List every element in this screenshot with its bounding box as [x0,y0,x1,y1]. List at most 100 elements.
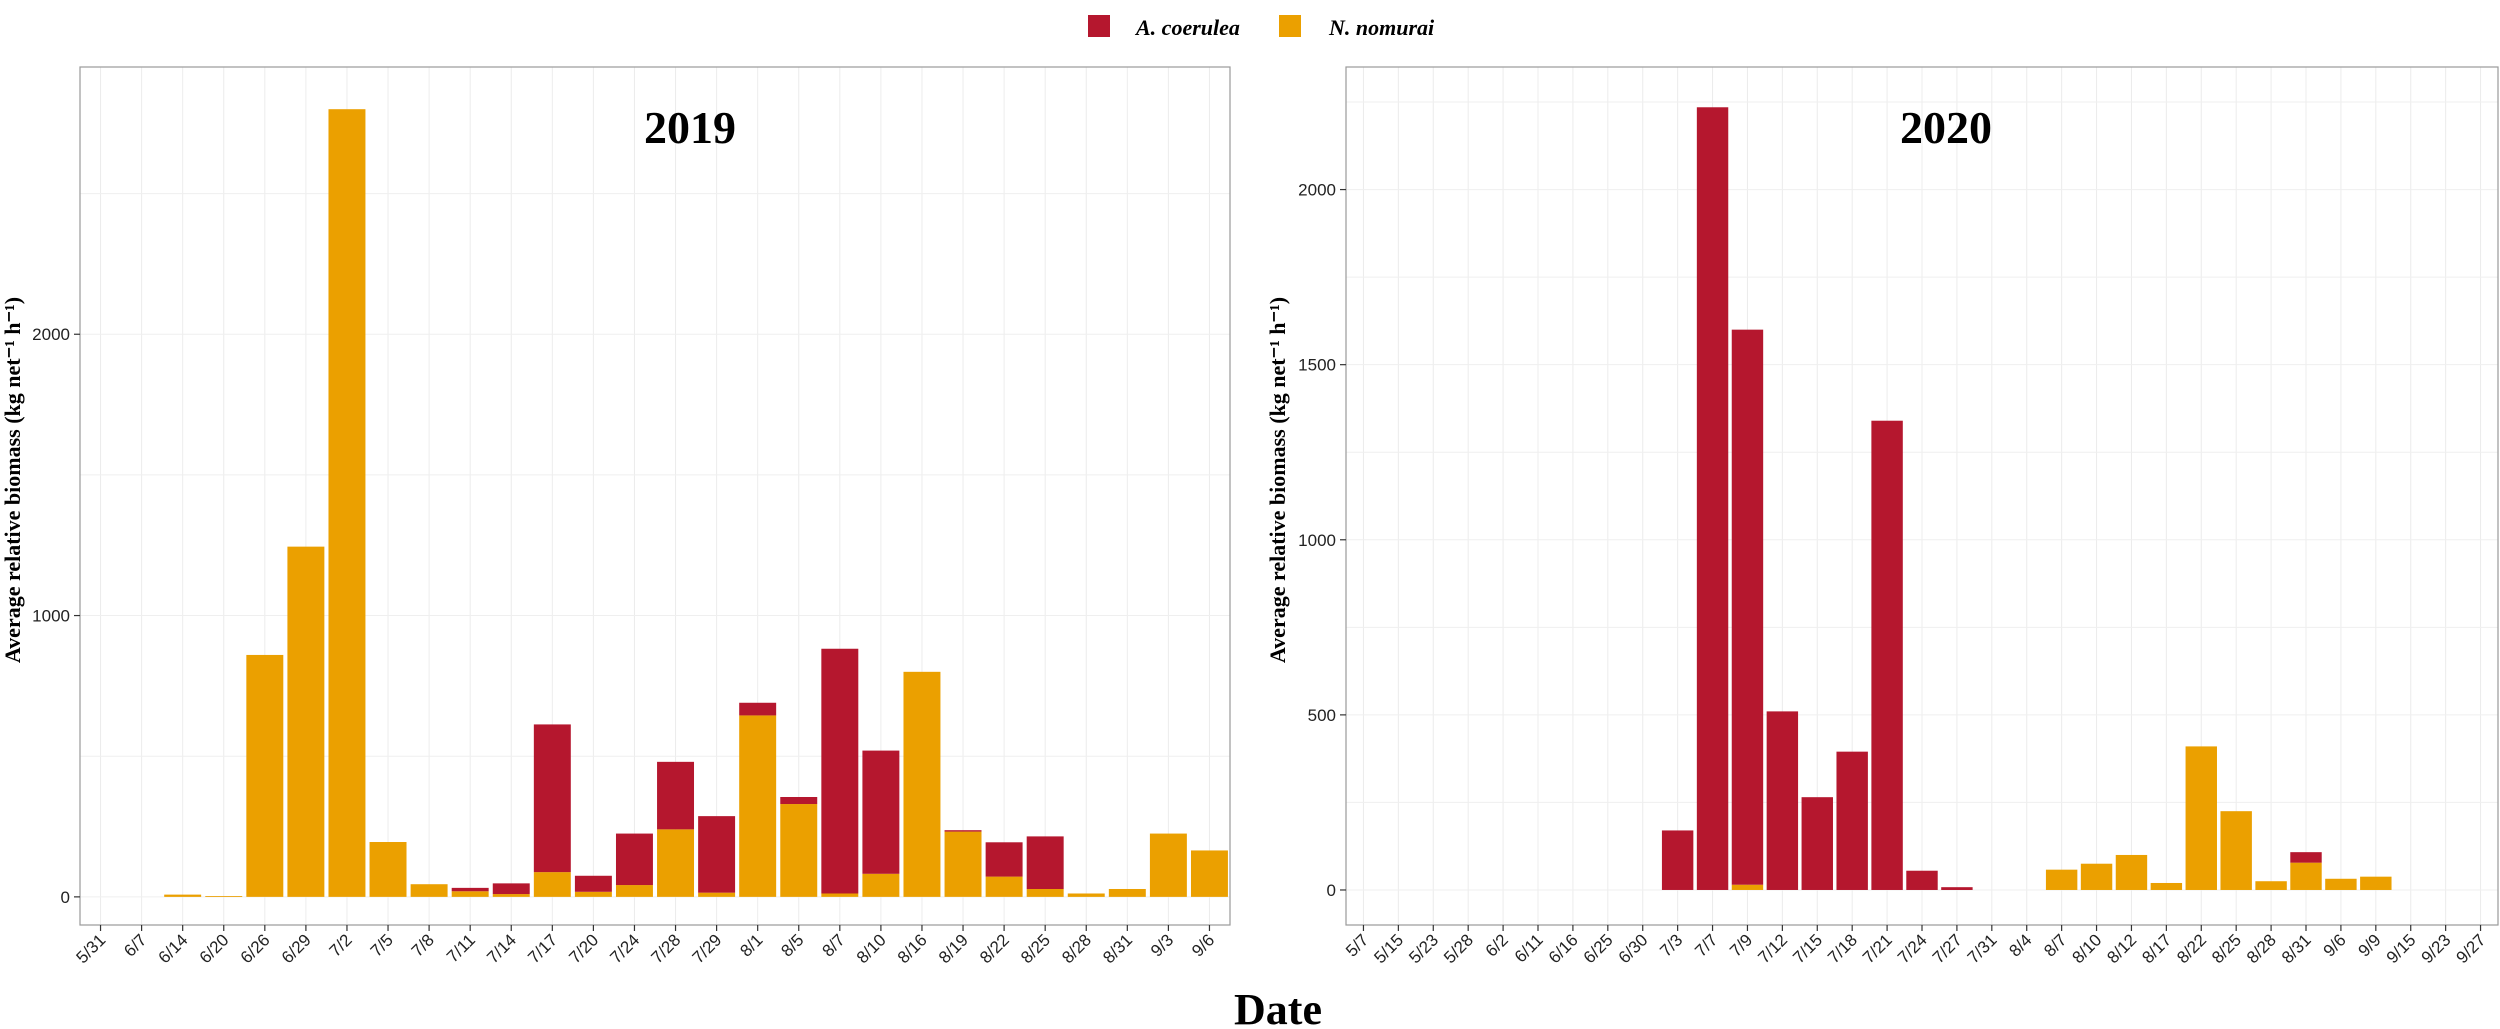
x-tick-label-2019: 8/19 [935,930,972,967]
x-ticks-2020: 5/75/155/235/28 6/26/116/166/256/30 7/3 7/7… [1342,925,2489,967]
legend-label-a-coerulea: A. coerulea [1134,15,1240,40]
bar-n-nomurai-2020-9-6 [2325,878,2357,890]
y-tick-label-2020: 0 [1327,881,1336,900]
panel-title-2020: 2020 [1900,102,1992,153]
bar-a-coerulea-2019-7-28 [657,761,695,830]
legend-swatch-n-nomurai [1279,15,1301,37]
bar-n-nomurai-2020-7-9 [1731,884,1764,890]
x-tick-label-2020: 8/22 [2173,930,2210,967]
x-ticks-2019: 5/31 6/7 6/14 6/20 6/26 6/29 7/2 7/5 7/8 7/11 7/14… [73,925,1218,967]
x-tick-label-2019: 7/11 [443,930,479,966]
y-tick-label-2020: 1500 [1298,356,1336,375]
x-tick-label-2019: 6/7 [120,930,150,960]
y-axis-title-2020: Average relative biomass (kg net⁻¹ h⁻¹) [1265,297,1290,663]
x-tick-label-2020: 8/17 [2138,930,2175,967]
bar-n-nomurai-2020-8-22 [2185,746,2217,890]
x-tick-label-2019: 9/3 [1147,930,1177,960]
x-tick-label-2020: 7/3 [1656,930,1686,960]
bar-n-nomurai-2019-8-22 [985,876,1023,897]
x-tick-label-2019: 8/28 [1058,930,1095,967]
bar-n-nomurai-2019-7-8 [410,884,448,897]
x-tick-label-2019: 8/10 [853,930,890,967]
x-tick-label-2020: 7/21 [1859,930,1896,967]
bar-n-nomurai-2019-8-31 [1108,888,1146,897]
legend-swatch-a-coerulea [1088,15,1110,37]
bar-a-coerulea-2019-7-29 [698,816,736,893]
bar-n-nomurai-2020-8-25 [2220,811,2252,890]
bar-n-nomurai-2019-6-26 [246,654,284,897]
y-ticks-2020: 0 500 1000 1500 2000 [1298,181,1346,900]
bar-a-coerulea-2020-7-12 [1766,711,1799,890]
bar-n-nomurai-2019-7-11 [451,891,489,897]
x-tick-label-2020: 9/23 [2418,930,2455,967]
x-tick-label-2019: 8/22 [976,930,1013,967]
x-tick-label-2019: 6/20 [196,930,233,967]
x-tick-label-2019: 7/8 [408,930,438,960]
x-tick-label-2019: 9/6 [1188,930,1218,960]
x-tick-label-2019: 5/31 [73,930,110,967]
x-tick-label-2019: 6/14 [155,930,192,967]
bar-a-coerulea-2019-7-20 [574,875,612,892]
x-tick-label-2019: 7/17 [524,930,561,967]
x-tick-label-2020: 7/18 [1824,930,1861,967]
bar-a-coerulea-2020-7-27 [1941,887,1973,890]
bar-n-nomurai-2019-8-25 [1026,888,1064,897]
bar-n-nomurai-2019-8-1 [739,715,777,897]
x-tick-label-2020: 7/15 [1789,930,1826,967]
bar-n-nomurai-2019-8-7 [821,893,859,897]
x-tick-label-2020: 8/28 [2243,930,2280,967]
bar-n-nomurai-2020-9-9 [2360,876,2392,890]
x-tick-label-2019: 7/2 [326,930,356,960]
bar-n-nomurai-2019-8-16 [903,671,941,897]
x-tick-label-2020: 5/28 [1440,930,1477,967]
x-tick-label-2020: 7/31 [1964,930,2001,967]
x-tick-label-2020: 6/2 [1482,930,1512,960]
y-tick-label-2019: 2000 [32,325,70,344]
bar-n-nomurai-2019-7-17 [533,872,571,897]
bar-a-coerulea-2020-7-7 [1696,107,1729,890]
bar-a-coerulea-2020-7-24 [1906,870,1938,890]
x-tick-label-2020: 8/4 [2005,930,2035,960]
x-tick-label-2020: 9/6 [2320,930,2350,960]
bar-n-nomurai-2019-7-5 [369,842,407,897]
bar-a-coerulea-2020-7-3 [1661,830,1694,890]
x-tick-label-2019: 6/29 [278,930,315,967]
x-tick-label-2019: 7/29 [689,930,726,967]
bar-a-coerulea-2019-8-22 [985,842,1023,877]
x-tick-label-2020: 6/16 [1545,930,1582,967]
bar-a-coerulea-2020-7-18 [1836,751,1868,890]
x-tick-label-2020: 7/27 [1929,930,1966,967]
y-tick-label-2019: 1000 [32,607,70,626]
bar-a-coerulea-2019-8-25 [1026,836,1064,889]
x-tick-label-2020: 8/12 [2103,930,2140,967]
bar-n-nomurai-2019-6-20 [205,896,243,897]
x-tick-label-2019: 8/16 [894,930,931,967]
bar-a-coerulea-2019-7-14 [492,883,530,895]
bar-n-nomurai-2019-8-10 [862,873,900,897]
y-ticks-2019: 0 1000 2000 [32,325,80,907]
legend-label-n-nomurai: N. nomurai [1328,15,1435,40]
x-tick-label-2020: 5/15 [1370,930,1407,967]
bar-n-nomurai-2020-8-10 [2080,863,2113,890]
bar-a-coerulea-2019-7-17 [533,724,571,873]
x-tick-label-2019: 8/1 [736,930,766,960]
bar-n-nomurai-2019-7-20 [574,891,612,897]
panel-title-2019: 2019 [644,102,736,153]
bar-n-nomurai-2019-7-29 [698,892,736,897]
bar-n-nomurai-2019-6-14 [164,894,202,897]
bar-a-coerulea-2019-8-1 [739,702,777,716]
bar-a-coerulea-2019-7-24 [615,833,653,886]
bar-n-nomurai-2019-6-29 [287,546,325,897]
legend: A. coerulea N. nomurai [1088,15,1435,40]
bar-n-nomurai-2020-8-17 [2150,882,2183,890]
x-tick-label-2020: 8/10 [2069,930,2106,967]
bar-n-nomurai-2020-8-7 [2045,869,2078,890]
x-tick-label-2020: 9/9 [2354,930,2384,960]
x-tick-label-2020: 7/12 [1754,930,1791,967]
x-tick-label-2020: 9/15 [2383,930,2420,967]
bar-n-nomurai-2019-8-28 [1067,893,1105,897]
y-tick-label-2020: 1000 [1298,531,1336,550]
x-tick-label-2019: 7/20 [565,930,602,967]
